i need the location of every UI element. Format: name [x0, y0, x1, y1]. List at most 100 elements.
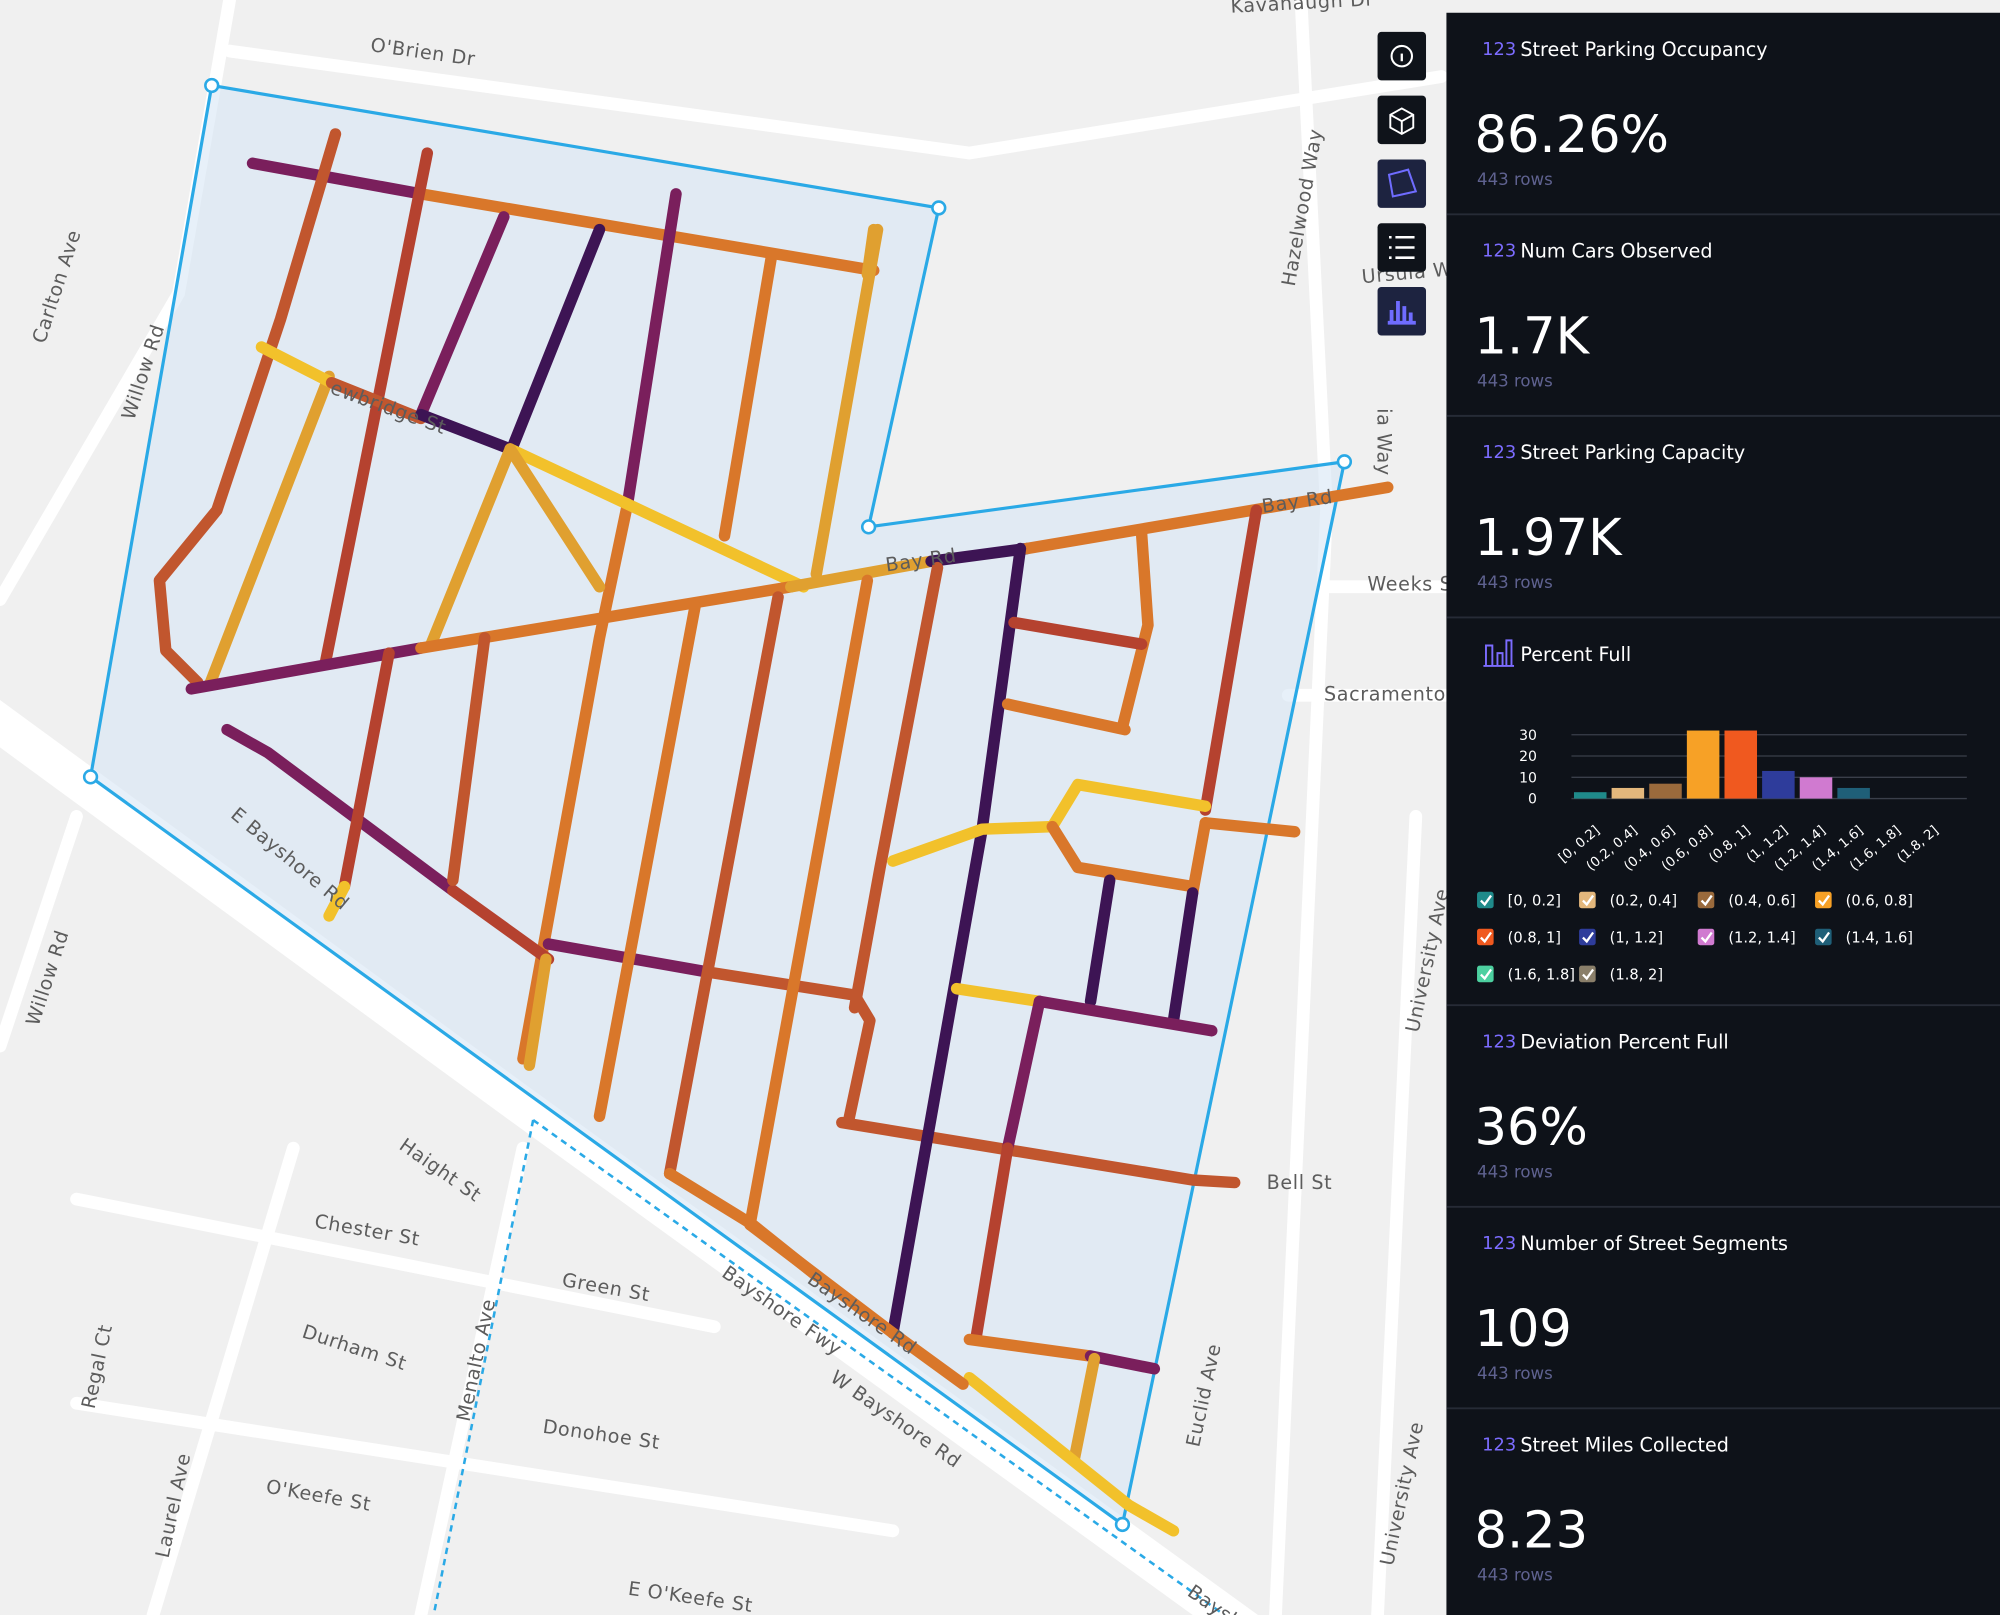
polygon-vertex[interactable]	[82, 769, 99, 785]
street-segment[interactable]	[593, 600, 701, 1122]
legend-checkbox[interactable]	[1697, 891, 1715, 909]
street-segment[interactable]	[246, 157, 427, 200]
street-segment[interactable]	[1046, 778, 1212, 833]
bar[interactable]	[1649, 783, 1682, 799]
street-segment[interactable]	[836, 1116, 1241, 1189]
street-segment[interactable]	[504, 443, 606, 593]
street-segment[interactable]	[415, 188, 880, 277]
street-segment[interactable]	[963, 1371, 1180, 1537]
bar[interactable]	[1611, 787, 1645, 799]
street-segment[interactable]	[221, 723, 459, 897]
widget-value: 1.7K	[1474, 307, 1590, 366]
street-segment[interactable]	[970, 1142, 1014, 1346]
legend-checkbox[interactable]	[1477, 928, 1494, 946]
polygon-vertex[interactable]	[1114, 1516, 1131, 1533]
bar[interactable]	[1762, 770, 1795, 799]
polygon-vertices	[82, 77, 1353, 1533]
street-segment[interactable]	[185, 642, 427, 695]
street-segment[interactable]	[963, 1333, 1097, 1362]
bar[interactable]	[1573, 792, 1607, 799]
street-segment[interactable]	[1186, 817, 1212, 899]
street-segment[interactable]	[702, 966, 876, 1129]
street-segment[interactable]	[950, 982, 1046, 1008]
widget-icon: 123	[1482, 39, 1516, 60]
bar[interactable]	[1686, 730, 1720, 799]
widget-value: 86.26%	[1474, 106, 1669, 165]
street-segment[interactable]	[504, 443, 810, 593]
street-segment[interactable]	[744, 1218, 969, 1390]
y-tick-label: 10	[1519, 770, 1537, 786]
polygon-icon	[1387, 168, 1418, 198]
street-segment[interactable]	[323, 880, 351, 922]
legend-checkbox[interactable]	[1477, 965, 1494, 983]
y-tick-label: 0	[1528, 792, 1537, 808]
legend-checkbox[interactable]	[1579, 928, 1596, 946]
legend-checkbox[interactable]	[1579, 965, 1596, 983]
street-segment[interactable]	[1199, 504, 1263, 816]
street-segment[interactable]	[1199, 817, 1301, 838]
street-segment[interactable]	[718, 249, 778, 542]
street-segment[interactable]	[1084, 874, 1116, 1008]
polygon-vertex[interactable]	[204, 77, 220, 94]
polygon-vertex[interactable]	[931, 200, 947, 216]
road	[414, 1141, 530, 1615]
street-segment[interactable]	[621, 188, 682, 510]
legend-checkbox[interactable]	[1697, 928, 1715, 946]
draw-button[interactable]	[1377, 159, 1427, 208]
street-segment[interactable]	[925, 542, 1033, 568]
street-segment[interactable]	[1033, 995, 1218, 1037]
street-segment[interactable]	[848, 561, 944, 1014]
legend-checkbox[interactable]	[1579, 891, 1596, 909]
street-segment[interactable]	[517, 498, 634, 1065]
street-segment[interactable]	[325, 376, 427, 425]
street-segment[interactable]	[1046, 820, 1199, 893]
street-segment[interactable]	[447, 632, 491, 886]
street-segment[interactable]	[810, 223, 884, 580]
legend-checkbox[interactable]	[1477, 891, 1494, 909]
street-segment[interactable]	[153, 128, 342, 689]
street-segment[interactable]	[1008, 616, 1148, 650]
widget-icon: 123	[1482, 240, 1516, 261]
street-label: Bell St	[1267, 1171, 1333, 1194]
street-segment[interactable]	[319, 147, 434, 670]
polygon-vertex[interactable]	[1336, 454, 1353, 470]
street-segment[interactable]	[744, 574, 874, 1231]
bar[interactable]	[1837, 787, 1870, 799]
street-segment[interactable]	[1116, 527, 1154, 733]
street-segment[interactable]	[1084, 1350, 1161, 1375]
widget-title: Num Cars Observed	[1520, 240, 1712, 263]
legend-label: (0.6, 0.8]	[1846, 893, 1913, 910]
street-segment[interactable]	[1167, 887, 1199, 1027]
widget-title: Street Parking Occupancy	[1520, 38, 1767, 61]
street-segment[interactable]	[415, 211, 510, 421]
street-segment[interactable]	[504, 223, 606, 459]
street-segment[interactable]	[447, 884, 555, 966]
street-segment[interactable]	[415, 408, 516, 455]
street-segment[interactable]	[1001, 995, 1046, 1154]
street-segment[interactable]	[1021, 481, 1394, 555]
street-segment[interactable]	[338, 647, 395, 893]
street-segment[interactable]	[425, 443, 516, 650]
checkmark	[1480, 931, 1493, 944]
bar[interactable]	[1724, 730, 1758, 799]
street-segment[interactable]	[523, 953, 552, 1071]
street-segment[interactable]	[204, 370, 335, 689]
3d-button[interactable]	[1377, 95, 1427, 145]
street-segment[interactable]	[785, 555, 937, 593]
checkmark	[1818, 931, 1831, 944]
widget-rows: 443 rows	[1477, 372, 1553, 391]
street-segment[interactable]	[1068, 1352, 1101, 1467]
legend-checkbox[interactable]	[1815, 928, 1832, 946]
widget-rows: 443 rows	[1477, 1364, 1553, 1383]
widgets-button[interactable]	[1377, 287, 1427, 336]
street-segment[interactable]	[255, 341, 338, 389]
legend-checkbox[interactable]	[1815, 891, 1832, 909]
checkmark	[1480, 894, 1493, 907]
polygon-vertex[interactable]	[860, 519, 877, 535]
street-segment[interactable]	[1001, 698, 1131, 736]
street-segment[interactable]	[663, 591, 784, 1180]
bar[interactable]	[1799, 777, 1833, 799]
legend-label: (1.6, 1.8]	[1508, 967, 1575, 984]
street-segment[interactable]	[887, 820, 1059, 867]
